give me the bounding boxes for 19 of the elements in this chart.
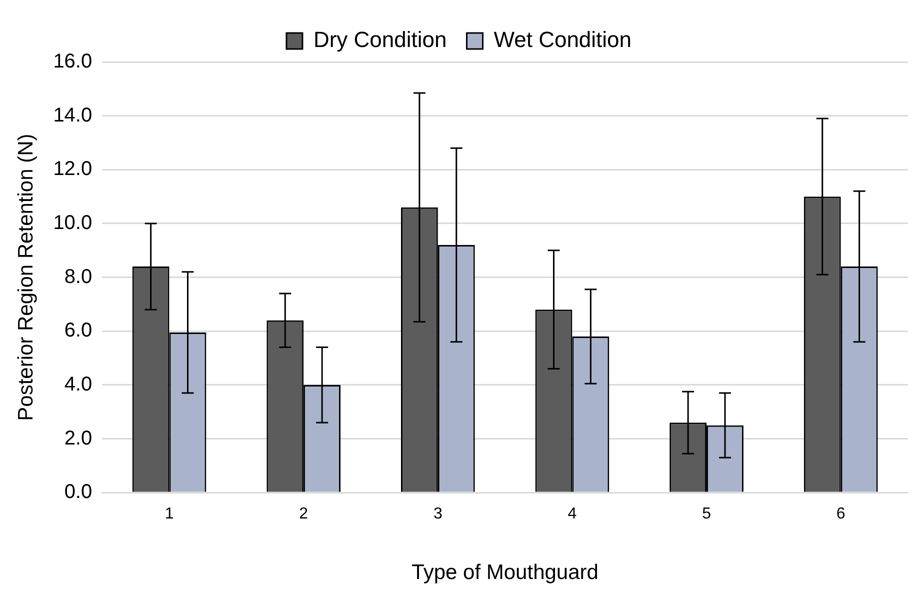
x-tick-label: 4	[568, 506, 577, 523]
y-tick-label: 12.0	[53, 158, 92, 180]
legend-label: Dry Condition	[313, 27, 447, 52]
y-tick-label: 6.0	[64, 320, 92, 342]
y-tick-label: 0.0	[64, 481, 92, 504]
x-tick-label: 5	[702, 506, 712, 523]
x-tick-label: 1	[164, 506, 174, 523]
x-tick-label: 3	[433, 506, 442, 523]
y-tick-label: 14.0	[53, 104, 92, 126]
y-tick-label: 8.0	[64, 266, 92, 288]
y-tick-label: 2.0	[64, 427, 92, 450]
y-tick-label: 4.0	[64, 373, 92, 396]
y-tick-label: 16.0	[53, 50, 92, 73]
y-axis-title: Posterior Region Retention (N)	[14, 134, 38, 421]
y-tick-label: 10.0	[53, 212, 92, 234]
x-axis-title: Type of Mouthguard	[412, 561, 598, 584]
x-tick-label: 2	[299, 506, 308, 523]
legend-label: Wet Condition	[494, 27, 632, 52]
x-tick-label: 6	[836, 506, 846, 523]
